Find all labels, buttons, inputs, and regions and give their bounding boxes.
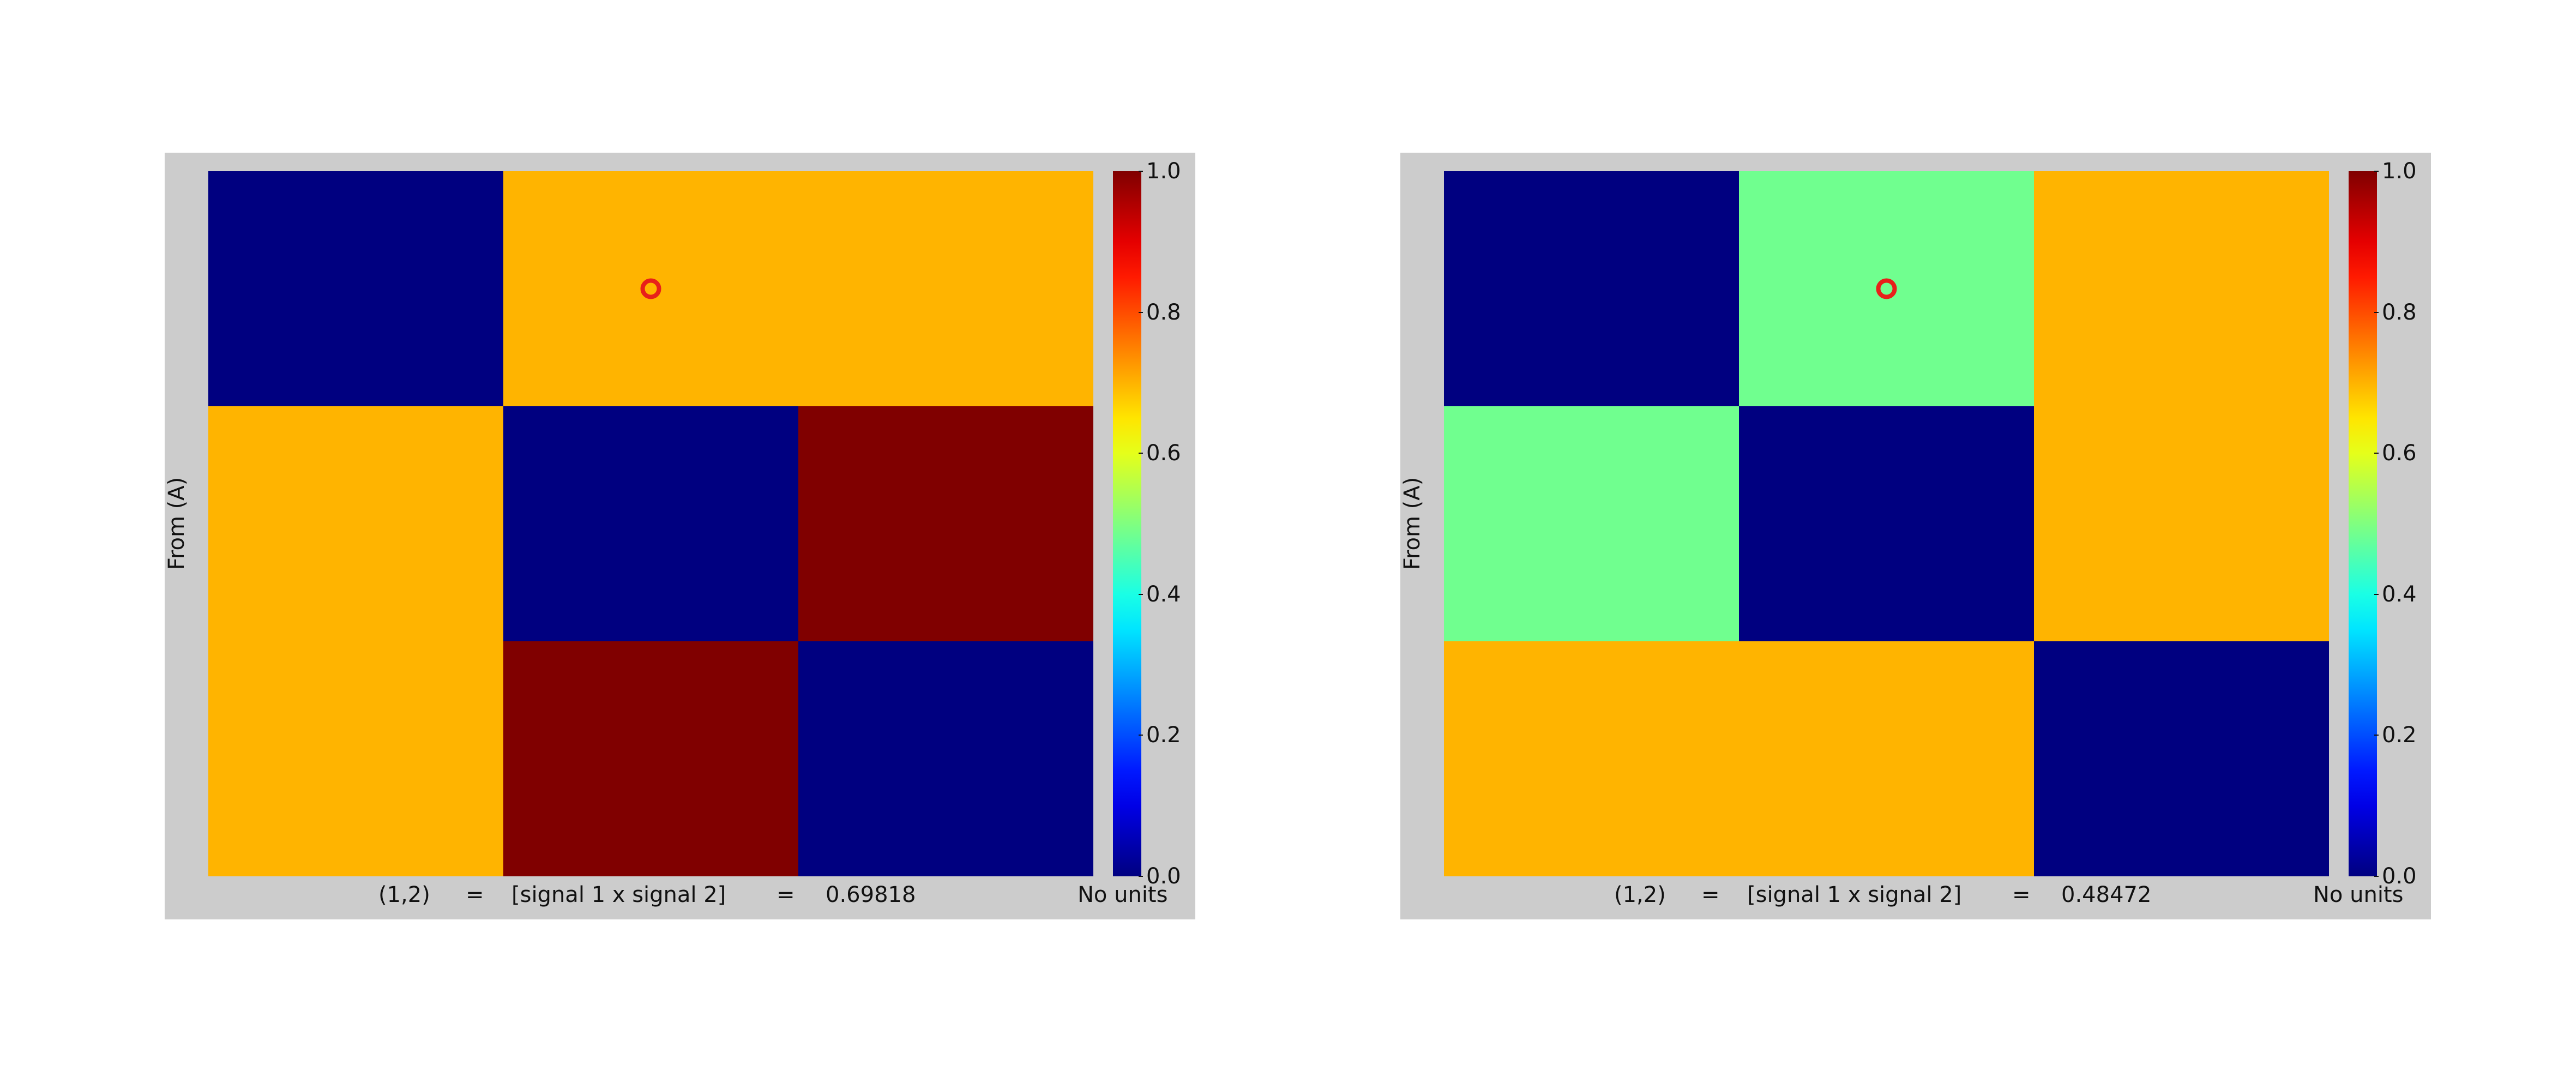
matrix-cell-3-1[interactable] (1444, 641, 1740, 876)
colorbar-gradient (2349, 171, 2377, 876)
colorbar-tick-mark (2374, 311, 2379, 313)
colorbar-tick-label: 1.0 (2382, 159, 2417, 184)
matrix-cell-2-3[interactable] (798, 406, 1093, 642)
status-index: (1,2) (378, 882, 430, 907)
matrix-cell-1-2[interactable] (503, 171, 799, 407)
colorbar-tick-mark (2374, 735, 2379, 736)
matrix-cell-2-3[interactable] (2034, 406, 2329, 642)
colorbar-tick-label: 0.0 (2382, 864, 2417, 889)
colorbar-tick-label: 0.4 (1146, 581, 1181, 607)
status-bar-left: (1,2) = [signal 1 x signal 2] = 0.69818 … (165, 882, 1195, 915)
status-equals: = (777, 882, 795, 907)
colorbar-tick-mark (1139, 876, 1143, 877)
y-axis-label-text: From (A) (164, 477, 189, 570)
colorbar-gradient (1113, 171, 1141, 876)
status-expression: [signal 1 x signal 2] (1747, 882, 1962, 907)
status-bar-right: (1,2) = [signal 1 x signal 2] = 0.48472 … (1400, 882, 2431, 915)
colorbar-tick-mark (2374, 171, 2379, 172)
colorbar-tick-label: 1.0 (1146, 159, 1181, 184)
connectivity-matrix-right[interactable] (1444, 171, 2329, 876)
matrix-cell-2-1[interactable] (208, 406, 504, 642)
matrix-cell-2-2[interactable] (1739, 406, 2035, 642)
status-equals: = (466, 882, 484, 907)
colorbar-tick-mark (2374, 593, 2379, 595)
colorbar-tick-mark (1139, 311, 1143, 313)
y-axis-label-text: From (A) (1400, 477, 1425, 570)
matrix-cell-3-2[interactable] (1739, 641, 2035, 876)
colorbar-left (1113, 171, 1141, 876)
matrix-cell-1-1[interactable] (1444, 171, 1740, 407)
status-units: No units (2313, 882, 2404, 907)
colorbar-tick-mark (1139, 453, 1143, 454)
colorbar-tick-mark (2374, 876, 2379, 877)
colorbar-tick-label: 0.8 (2382, 299, 2417, 325)
status-equals: = (1701, 882, 1720, 907)
connectivity-panel-left: From (A) 0.0 0.2 0.4 0.6 0.8 1.0 (1,2) = [sig… (164, 153, 1195, 919)
colorbar-tick-mark (1139, 593, 1143, 595)
connectivity-matrix-left[interactable] (208, 171, 1093, 876)
status-equals: = (2012, 882, 2031, 907)
matrix-cell-2-1[interactable] (1444, 406, 1740, 642)
status-units: No units (1078, 882, 1168, 907)
matrix-cell-1-2[interactable] (1739, 171, 2035, 407)
colorbar-tick-label: 0.6 (1146, 441, 1181, 466)
colorbar-right (2349, 171, 2377, 876)
matrix-cell-3-3[interactable] (2034, 641, 2329, 876)
colorbar-tick-label: 0.4 (2382, 581, 2417, 607)
colorbar-tick-label: 0.6 (2382, 441, 2417, 466)
matrix-cell-1-3[interactable] (2034, 171, 2329, 407)
status-value: 0.69818 (826, 882, 916, 907)
colorbar-tick-label: 0.0 (1146, 864, 1181, 889)
colorbar-tick-label: 0.2 (2382, 723, 2417, 748)
matrix-cell-3-2[interactable] (503, 641, 799, 876)
matrix-cell-2-2[interactable] (503, 406, 799, 642)
selected-cell-marker (640, 278, 661, 299)
connectivity-panel-right: From (A) 0.0 0.2 0.4 0.6 0.8 1.0 (1,2) = [sig… (1400, 153, 2431, 919)
colorbar-tick-label: 0.2 (1146, 723, 1181, 748)
status-expression: [signal 1 x signal 2] (511, 882, 726, 907)
colorbar-tick-mark (1139, 735, 1143, 736)
matrix-cell-3-1[interactable] (208, 641, 504, 876)
selected-cell-marker (1876, 278, 1897, 299)
matrix-cell-1-1[interactable] (208, 171, 504, 407)
status-value: 0.48472 (2061, 882, 2152, 907)
matrix-cell-3-3[interactable] (798, 641, 1093, 876)
colorbar-tick-mark (1139, 171, 1143, 172)
colorbar-tick-label: 0.8 (1146, 299, 1181, 325)
status-index: (1,2) (1614, 882, 1666, 907)
matrix-cell-1-3[interactable] (798, 171, 1093, 407)
colorbar-tick-mark (2374, 453, 2379, 454)
